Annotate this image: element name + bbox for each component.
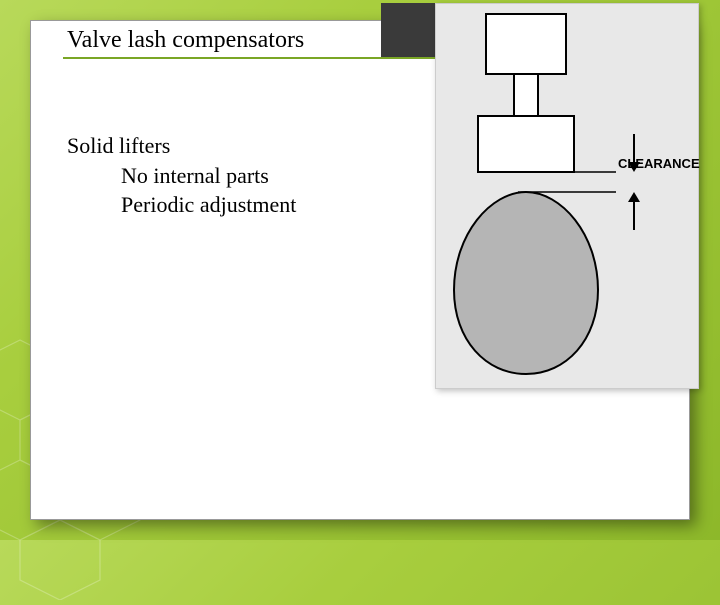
arrow-up-head <box>628 192 640 202</box>
clearance-label: CLEARANCE <box>618 156 700 171</box>
cam-lobe <box>454 192 598 374</box>
body-point-1: Periodic adjustment <box>121 190 296 220</box>
body-heading: Solid lifters <box>67 131 296 161</box>
valve-clearance-diagram: CLEARANCE <box>435 3 699 389</box>
body-text: Solid lifters No internal parts Periodic… <box>67 131 296 220</box>
slide-panel: Valve lash compensators Solid lifters No… <box>30 20 690 520</box>
stem <box>514 74 538 116</box>
body-point-0: No internal parts <box>121 161 296 191</box>
upper-box <box>486 14 566 74</box>
slide-title: Valve lash compensators <box>67 27 304 54</box>
lower-box <box>478 116 574 172</box>
